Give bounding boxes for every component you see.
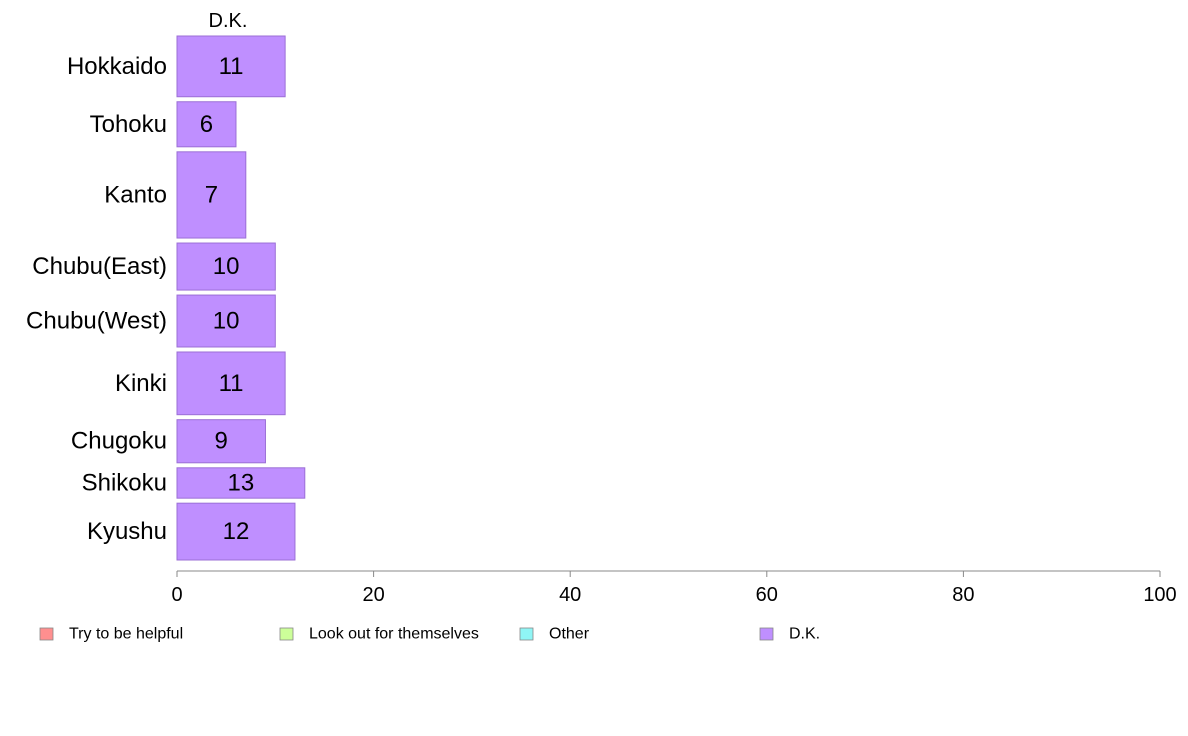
legend-swatch-look-out-for-themselves [279, 627, 294, 641]
bar-value-d-k-kinki: 11 [219, 370, 244, 397]
bar-d-k-kyushu [176, 502, 296, 561]
category-label-chugoku: Chugoku [71, 428, 167, 455]
bar-d-k-hokkaido [176, 35, 286, 98]
category-label-tohoku: Tohoku [90, 111, 167, 138]
legend-swatch-d-k [759, 627, 774, 641]
bar-d-k-kanto [176, 151, 247, 239]
bars-group: Hokkaido 11 Tohoku 6 Kanto 7 Chubu(East) 10 Chub… [26, 35, 306, 561]
bar-d-k-chubu-east [176, 242, 276, 291]
bar-d-k-chugoku [176, 419, 266, 464]
legend: Try to be helpful Look out for themselves… [39, 626, 820, 643]
legend-label-d-k: D.K. [789, 626, 820, 643]
category-label-chubu-east: Chubu(East) [32, 253, 167, 280]
bar-d-k-chubu-west [176, 294, 276, 348]
legend-label-look-out-for-themselves: Look out for themselves [309, 626, 479, 643]
x-tick-label-0: 0 [171, 584, 182, 606]
x-tick-label-60: 60 [756, 584, 778, 606]
legend-label-try-to-be-helpful: Try to be helpful [69, 626, 183, 643]
bar-value-d-k-chubu-west: 10 [213, 308, 240, 335]
bar-d-k-shikoku [176, 467, 306, 499]
series-header-dk: D.K. [209, 10, 248, 32]
bar-value-d-k-hokkaido: 11 [219, 53, 244, 80]
bar-value-d-k-kyushu: 12 [223, 518, 250, 545]
bar-d-k-kinki [176, 351, 286, 416]
legend-swatch-other [519, 627, 534, 641]
category-label-kyushu: Kyushu [87, 518, 167, 545]
x-tick-label-100: 100 [1143, 584, 1176, 606]
category-label-shikoku: Shikoku [82, 469, 167, 496]
category-label-hokkaido: Hokkaido [67, 53, 167, 80]
x-tick-label-40: 40 [559, 584, 581, 606]
legend-swatch-try-to-be-helpful [39, 627, 54, 641]
legend-label-other: Other [549, 626, 590, 643]
bar-value-d-k-tohoku: 6 [200, 111, 213, 138]
x-tick-label-80: 80 [952, 584, 974, 606]
bar-d-k-tohoku [176, 101, 237, 148]
bar-value-d-k-chubu-east: 10 [213, 253, 240, 280]
x-axis: 0 20 40 60 80 100 [171, 570, 1177, 606]
bar-value-d-k-chugoku: 9 [215, 428, 228, 455]
x-tick-label-20: 20 [362, 584, 384, 606]
category-label-kinki: Kinki [115, 370, 167, 397]
bar-value-d-k-shikoku: 13 [228, 469, 255, 496]
bar-value-d-k-kanto: 7 [205, 181, 218, 208]
category-label-chubu-west: Chubu(West) [26, 308, 167, 335]
category-label-kanto: Kanto [104, 181, 167, 208]
